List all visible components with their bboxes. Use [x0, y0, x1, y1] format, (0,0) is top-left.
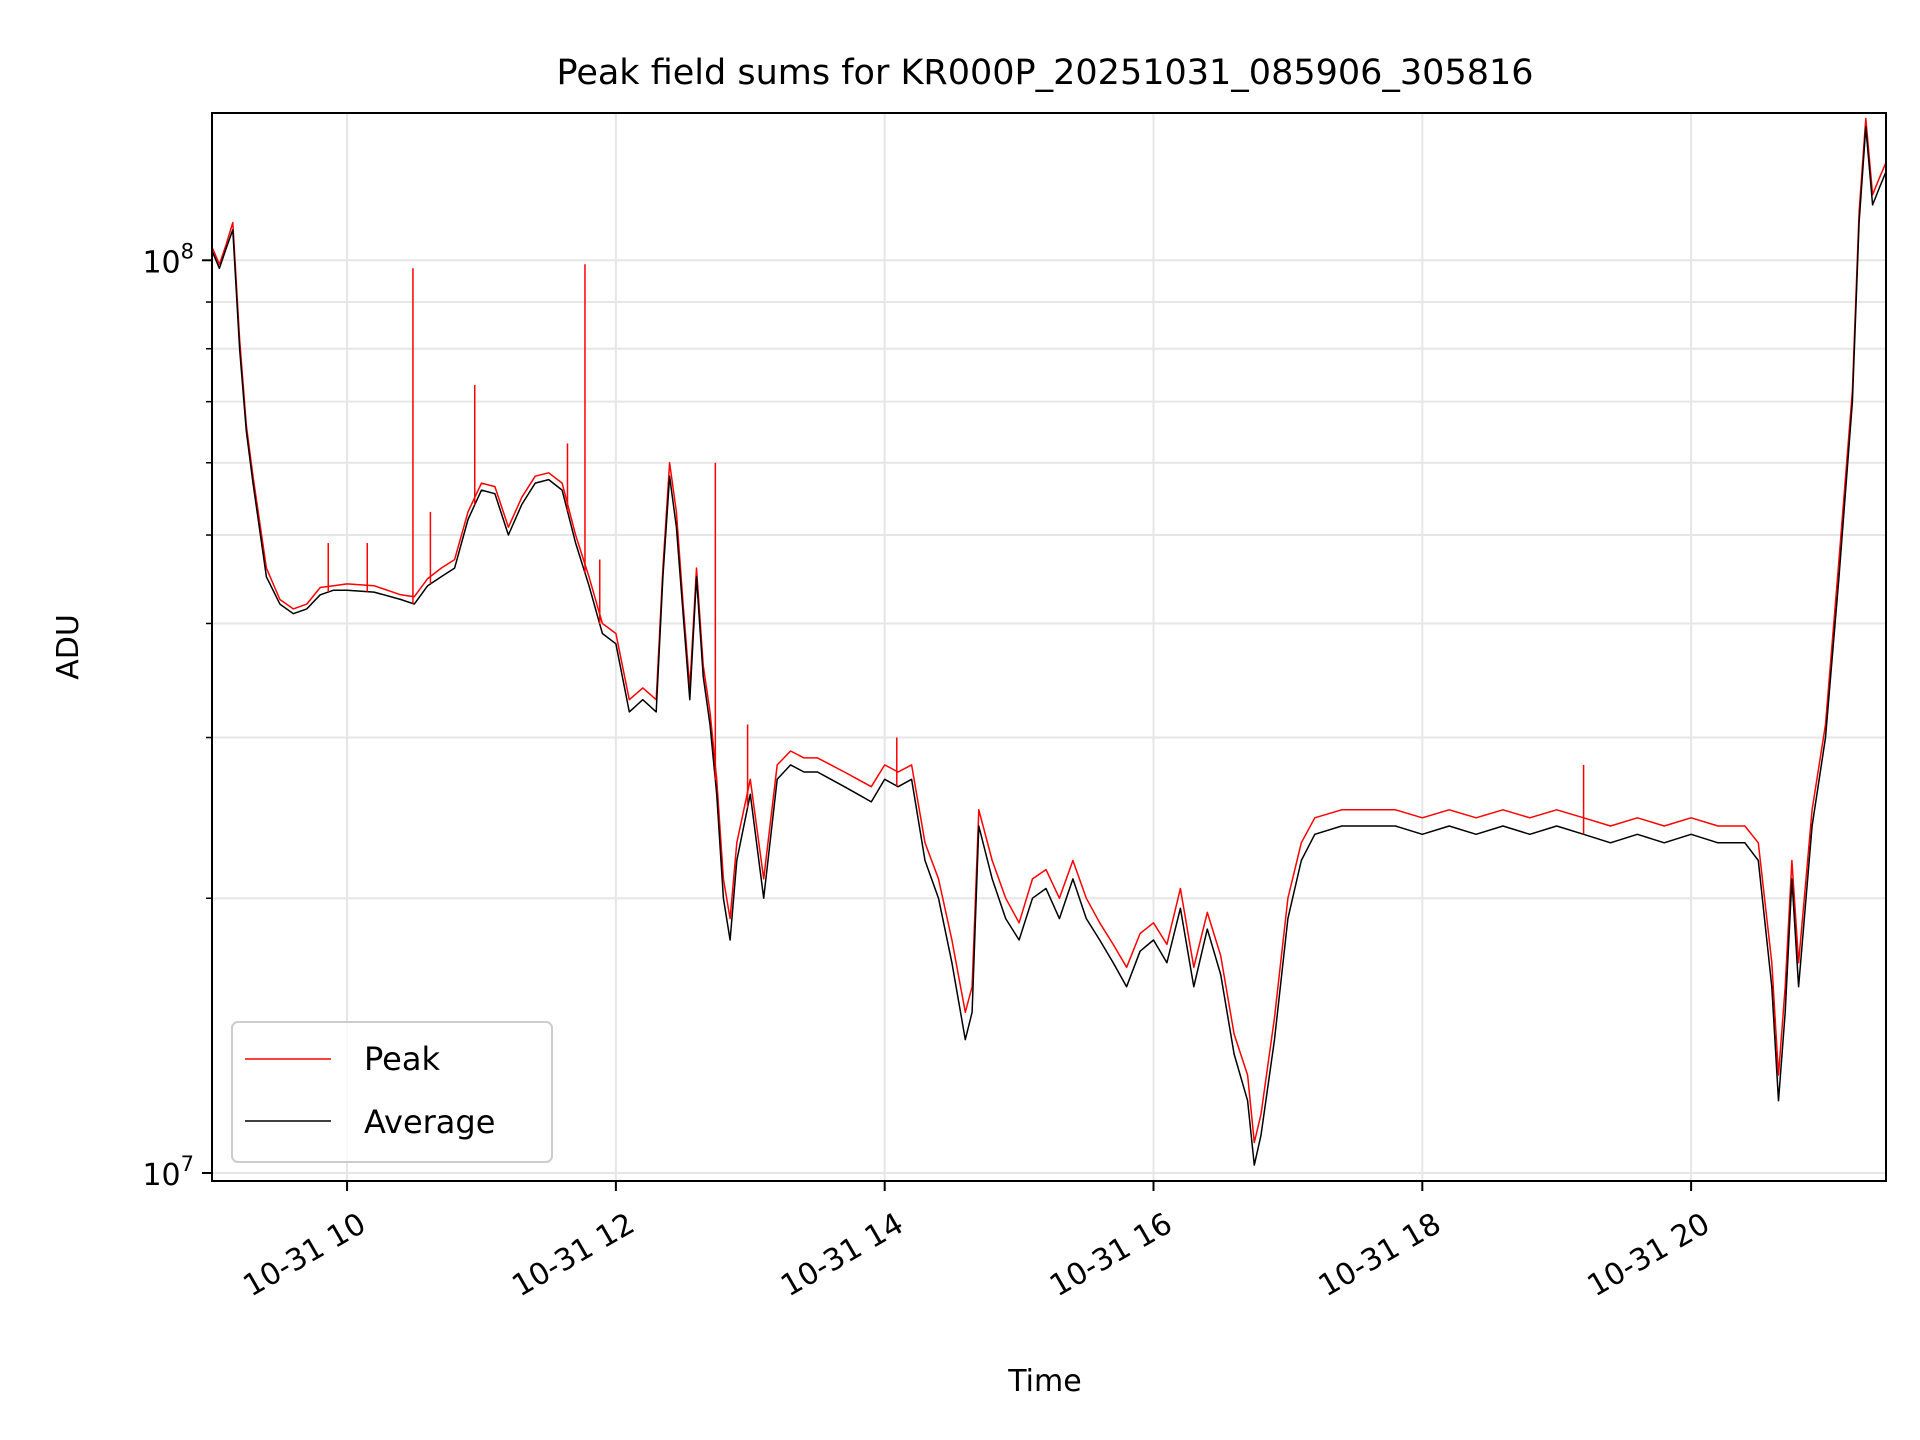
legend: Peak Average	[231, 1021, 553, 1163]
x-axis-label: Time	[1007, 1364, 1081, 1399]
grid	[212, 113, 1886, 1181]
legend-box	[231, 1021, 553, 1163]
y-tick-label: 107	[142, 1152, 194, 1193]
y-tick-label: 108	[142, 239, 194, 280]
plot-frame	[211, 112, 1887, 1182]
y-axis-label: ADU	[51, 614, 86, 680]
legend-average-label: Average	[364, 1103, 495, 1141]
peak-series-line	[212, 117, 1887, 1144]
plot-series	[212, 117, 1887, 1166]
legend-peak-label: Peak	[364, 1040, 440, 1078]
chart-title: Peak field sums for KR000P_20251031_0859…	[556, 53, 1533, 93]
average-series-line	[212, 126, 1887, 1166]
